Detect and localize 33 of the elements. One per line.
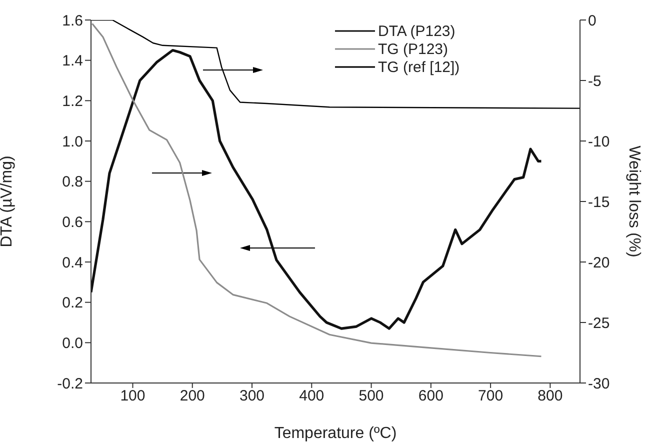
y-tick-label: 1.0 — [62, 133, 83, 150]
y-tick-label: 0.4 — [62, 254, 83, 272]
x-axis-title: Temperature (ºC) — [274, 425, 397, 442]
y2-tick-label: -15 — [588, 194, 610, 211]
x-tick-label: 300 — [239, 388, 265, 405]
y-axis-title: DTA (µV/mg) — [0, 156, 16, 248]
y2-tick-label: -5 — [588, 72, 602, 90]
y2-tick-label: -10 — [588, 133, 610, 150]
y-tick-label: 1.4 — [62, 52, 83, 70]
y2-tick-label: 0 — [588, 12, 596, 30]
y-tick-label: 0.2 — [62, 294, 83, 312]
y-tick-label: 0.6 — [62, 214, 83, 231]
legend-label: DTA (P123) — [378, 22, 456, 40]
y-tick-label: -0.2 — [57, 375, 83, 392]
y2-tick-label: -25 — [588, 314, 610, 332]
y-tick-label: 1.2 — [62, 92, 83, 110]
y-tick-label: 0.0 — [62, 334, 83, 352]
x-tick-label: 800 — [538, 388, 563, 405]
legend-label: TG (ref [12]) — [378, 58, 460, 76]
x-tick-label: 500 — [358, 388, 384, 405]
x-tick-label: 700 — [478, 388, 504, 405]
x-tick-label: 600 — [418, 388, 444, 405]
x-tick-label: 400 — [299, 388, 324, 405]
y2-tick-label: -30 — [588, 375, 610, 392]
y-tick-label: 1.6 — [62, 12, 83, 30]
x-tick-label: 100 — [120, 388, 146, 405]
line-series — [91, 22, 542, 358]
line-series — [91, 20, 580, 109]
y-tick-label: 0.8 — [62, 174, 83, 191]
y2-tick-label: -20 — [588, 254, 610, 272]
legend-label: TG (P123) — [378, 40, 448, 58]
y2-axis-title: Weight loss (%) — [625, 146, 642, 258]
x-tick-label: 200 — [180, 388, 205, 405]
